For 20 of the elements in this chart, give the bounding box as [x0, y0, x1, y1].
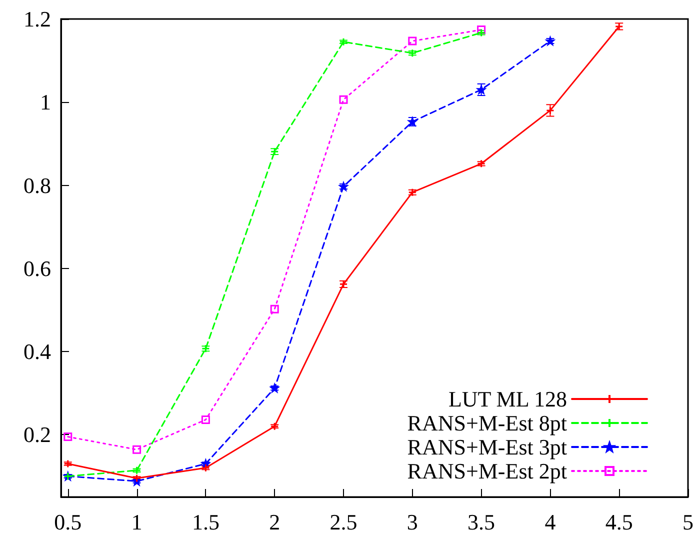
- legend-label: LUT ML 128: [448, 386, 567, 412]
- x-tick-label: 4: [544, 510, 556, 534]
- y-tick-label: 0.8: [24, 172, 51, 198]
- x-tick-label: 1: [131, 510, 142, 534]
- y-tick-label: 1: [40, 90, 51, 115]
- x-tick-label: 2: [269, 510, 280, 534]
- x-tick-label: 2.5: [330, 510, 358, 534]
- x-tick-label: 3.5: [468, 510, 496, 534]
- x-tick-label: 3: [406, 510, 418, 534]
- legend-label: RANS+M-Est 2pt: [407, 458, 567, 484]
- x-tick-label: 5: [682, 510, 694, 534]
- legend-label: RANS+M-Est 3pt: [407, 434, 567, 460]
- x-tick-label: 1.5: [192, 510, 220, 534]
- y-tick-label: 0.6: [24, 256, 51, 281]
- x-tick-label: 4.5: [605, 510, 633, 534]
- y-tick-label: 0.2: [24, 422, 51, 448]
- y-tick-label: 0.4: [24, 339, 51, 364]
- x-tick-label: 0.5: [54, 510, 82, 534]
- legend-label: RANS+M-Est 8pt: [407, 410, 567, 436]
- y-tick-label: 1.2: [24, 6, 51, 32]
